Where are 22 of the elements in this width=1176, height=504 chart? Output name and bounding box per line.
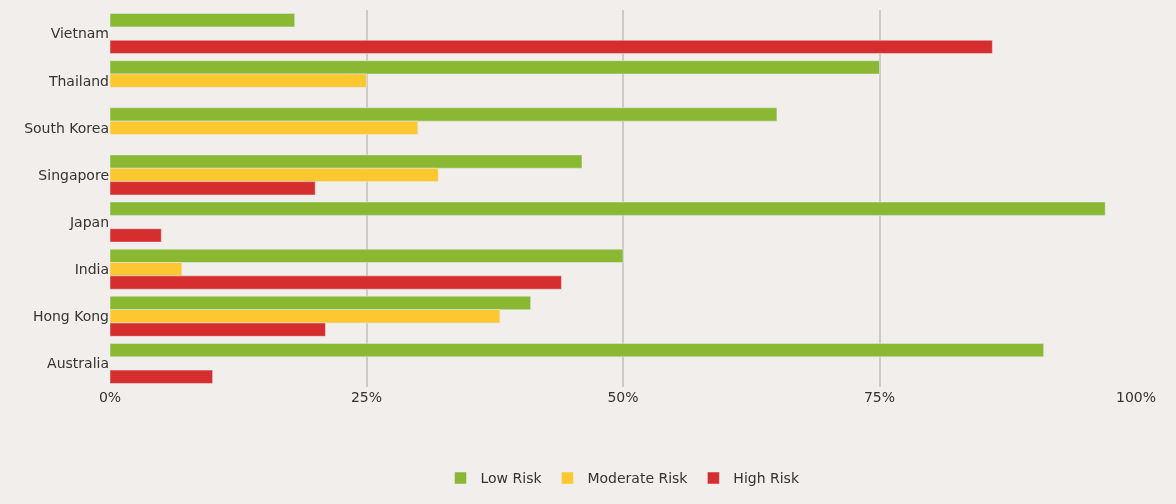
legend-label: Moderate Risk (587, 470, 689, 487)
x-tick-label: 25% (350, 389, 383, 405)
y-tick-label: India (74, 261, 109, 278)
legend-label: Low Risk (480, 470, 543, 487)
y-tick-label: Vietnam (50, 25, 109, 42)
bar (110, 201, 1106, 216)
legend-label: High Risk (733, 470, 800, 487)
x-tick-label: 100% (1115, 389, 1157, 405)
y-tick-label: South Korea (24, 119, 109, 136)
x-tick-label: 75% (863, 389, 896, 405)
bar (110, 228, 162, 243)
x-tick-label: 50% (607, 389, 639, 405)
bar (110, 39, 993, 54)
x-tick-label: 0% (98, 389, 122, 405)
y-tick-label: Singapore (38, 166, 109, 183)
y-tick-label: Hong Kong (32, 308, 109, 325)
bar (110, 369, 213, 384)
bar (110, 343, 1044, 358)
y-tick-label: Japan (68, 213, 109, 230)
y-tick-label: Australia (47, 355, 109, 372)
y-tick-label: Thailand (47, 72, 109, 89)
bar (110, 13, 295, 28)
